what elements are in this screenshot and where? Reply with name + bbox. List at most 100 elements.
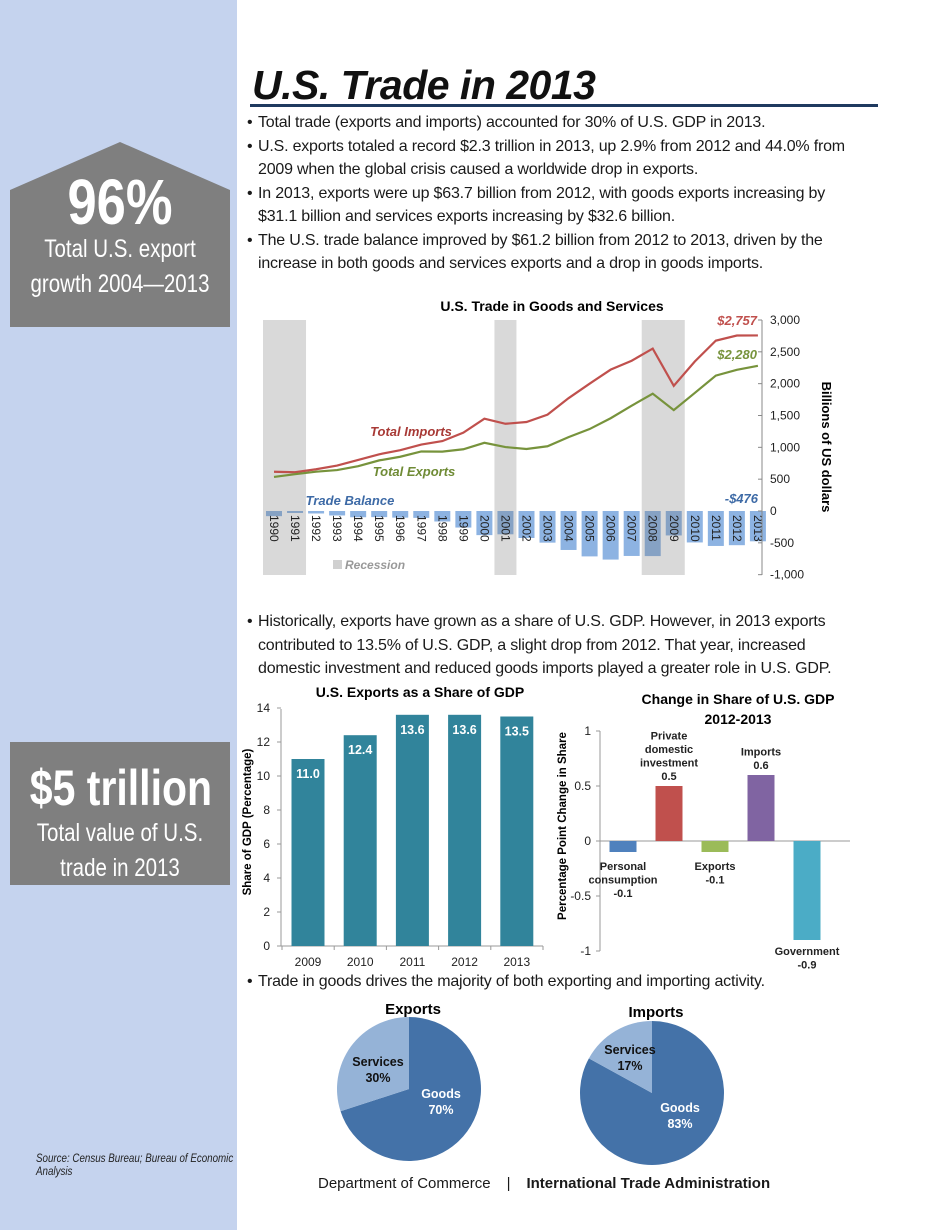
bullet-item: Total trade (exports and imports) accoun… [247,111,845,135]
year-label: 1993 [330,515,344,542]
year-label: 1990 [267,515,281,542]
y-tick-label: -1,000 [770,568,804,582]
pie-slice-percent: 30% [365,1071,390,1085]
bullet-text: Total trade (exports and imports) accoun… [258,114,766,131]
bar-value-label: 13.5 [505,725,529,739]
y-tick-label: -0.5 [570,889,591,903]
y-tick-label: 0 [584,834,591,848]
y-tick-label: 14 [257,701,271,715]
pie-slice-percent: 83% [667,1117,692,1131]
pie-title: Exports [385,1001,441,1018]
pie-slice-label: Services [604,1043,655,1057]
trade-balance-bar [560,511,577,550]
y-tick-label: 4 [263,871,270,885]
pie-slice-percent: 70% [428,1103,453,1117]
y-tick-label: 6 [263,837,270,851]
bullet-text: Trade in goods drives the majority of bo… [258,973,765,990]
year-label: 1991 [288,515,302,542]
footer-agency: International Trade Administration [526,1175,771,1192]
gdp-share-bar [291,759,325,946]
year-label: 1999 [456,515,470,542]
trade-balance-bar [728,511,745,546]
trade-balance-bar [308,511,325,514]
y-tick-label: 1,500 [770,408,800,422]
balance-label: Trade Balance [306,493,395,508]
bullet-item: The U.S. trade balance improved by $61.2… [247,229,845,276]
bullet-item: U.S. exports totaled a record $2.3 trill… [247,135,845,182]
bullet-item: Trade in goods drives the majority of bo… [247,970,765,994]
imports-line [273,334,758,474]
bullet-item: Historically, exports have grown as a sh… [247,610,832,681]
year-label: 2000 [477,515,491,542]
year-label: 2012 [730,515,744,542]
recession-legend-label: Recession [345,558,405,572]
trade-balance-bar [287,511,304,513]
trade-balance-bar [623,511,640,556]
footer: Department of Commerce | International Tra… [318,1175,770,1192]
stat-trade-value: $5 trillion Total value of U.S. trade in… [10,742,230,885]
year-label: 2011 [709,515,723,541]
balance-end-value: -$476 [725,491,759,506]
y-tick-label: 2,500 [770,345,800,359]
stat-caption: growth 2004—2013 [30,270,210,298]
chart-title: U.S. Trade in Goods and Services [440,298,664,314]
y-tick-label: 0 [770,504,777,518]
chart-subtitle: 2012-2013 [705,711,772,727]
y-axis-title: Share of GDP (Percentage) [242,748,254,895]
bar-value-label: 12.4 [348,743,372,757]
bar-label: domestic [645,744,693,756]
y-tick-label: -1 [580,944,591,958]
bullet-list-mid: Historically, exports have grown as a sh… [247,610,832,681]
change-bar [747,775,775,841]
bar-value-label: 13.6 [452,723,476,737]
trade-balance-bar [371,511,388,518]
pie-title: Imports [628,1004,683,1021]
bar-label: 0.5 [661,771,676,783]
pie-slice-label: Services [352,1055,403,1069]
chart-title: U.S. Exports as a Share of GDP [316,684,525,700]
exports-pie-chart: Exports Goods 70% Services 30% [336,1001,481,1161]
y-axis-title: Percentage Point Change in Share [557,732,569,920]
bullet-text: contributed to 13.5% of U.S. GDP, a slig… [258,636,806,654]
trade-balance-bar [266,511,282,517]
exports-line [273,364,759,479]
stat-caption: Total U.S. export [44,235,196,263]
pie-slice-percent: 17% [617,1059,642,1073]
trade-chart: U.S. Trade in Goods and Services 1990 1991… [263,298,834,582]
trade-balance-bar [350,511,367,518]
imports-end-value: $2,757 [716,313,758,328]
trade-balance-bar [686,511,703,543]
change-bar [793,841,821,940]
bullet-text: The U.S. trade balance improved by $61.2… [258,231,823,249]
bar-label: Personal [600,861,646,873]
y-tick-label: 3,000 [770,313,800,327]
stat-value: 96% [67,166,173,238]
year-label: 1998 [435,515,449,542]
year-label: 2010 [688,515,702,542]
x-tick-label: 2012 [451,955,478,969]
change-bar [655,786,683,841]
year-label: 1997 [414,515,428,542]
y-tick-label: 2 [263,905,270,919]
source-line: Source: Census Bureau; Bureau of Economi… [36,1153,234,1165]
title-divider [250,104,878,107]
bar-label: Private [651,731,688,743]
stat-value: $5 trillion [29,760,213,816]
gdp-share-bar [500,716,534,946]
year-label: 2002 [519,515,533,542]
trade-balance-bar [434,511,451,522]
trade-balance-bar [644,511,661,557]
y-tick-label: -500 [770,536,794,550]
trade-balance-bar [539,511,556,543]
year-label: 2009 [667,515,681,542]
year-label: 1992 [309,515,323,542]
bar-value-label: 11.0 [296,767,320,781]
trade-balance-bar [581,511,598,557]
y-tick-label: 12 [257,735,271,749]
y-axis-title: Billions of US dollars [819,382,834,513]
year-label: 2006 [604,515,618,542]
bullet-text: U.S. exports totaled a record $2.3 trill… [258,137,845,155]
year-label: 2004 [562,515,576,542]
footer-department: Department of Commerce [318,1175,491,1192]
